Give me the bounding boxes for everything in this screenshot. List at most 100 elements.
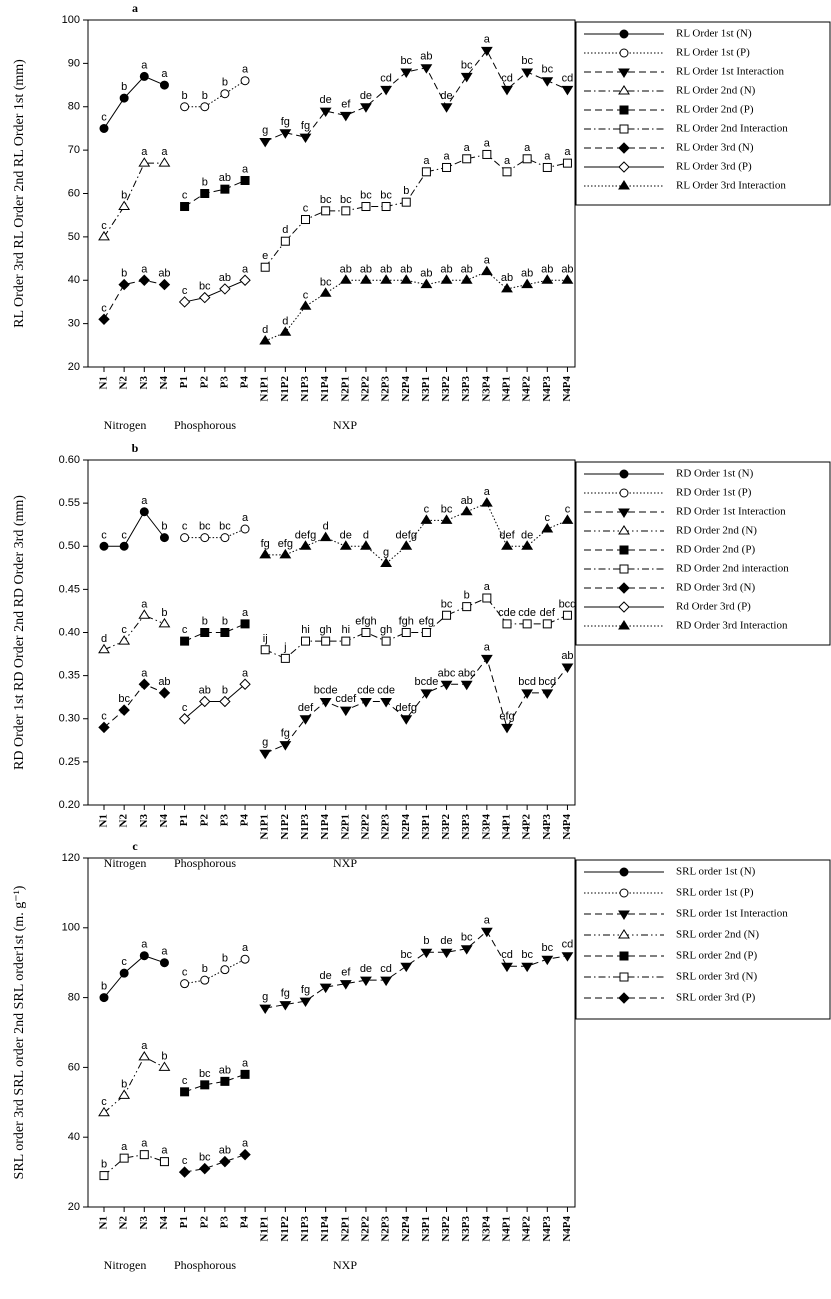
marker xyxy=(502,619,512,629)
series-line xyxy=(184,623,246,642)
marker xyxy=(561,274,574,284)
significance-letter: bc xyxy=(541,64,553,76)
marker xyxy=(561,85,574,96)
group-label: Nitrogen xyxy=(104,418,147,432)
series-line xyxy=(103,279,165,320)
significance-letter: ab xyxy=(541,263,553,275)
marker xyxy=(240,619,250,629)
marker xyxy=(562,158,572,168)
marker xyxy=(400,715,413,725)
significance-letter: b xyxy=(121,268,127,280)
significance-letter: de xyxy=(320,94,332,106)
marker xyxy=(200,628,210,637)
marker xyxy=(158,1061,171,1071)
significance-letter: b xyxy=(101,1159,107,1171)
significance-letter: ab xyxy=(360,263,372,275)
marker xyxy=(98,313,110,325)
significance-letter: a xyxy=(161,68,168,80)
significance-letter: a xyxy=(464,142,471,154)
significance-letter: ab xyxy=(158,268,170,280)
y-tick-label: 80 xyxy=(68,101,80,113)
marker xyxy=(381,202,391,212)
x-tick-label: P2 xyxy=(198,376,210,389)
x-tick-label: N1P2 xyxy=(279,376,291,402)
marker xyxy=(119,541,129,551)
series-line xyxy=(265,597,568,659)
significance-letter: c xyxy=(182,1075,188,1087)
group-label: Phosphorous xyxy=(174,1258,236,1272)
significance-letter: a xyxy=(141,263,148,275)
x-tick-label: N2P2 xyxy=(359,376,371,402)
marker xyxy=(301,215,310,225)
y-tick-label: 100 xyxy=(62,14,80,26)
legend-label: SRL order 1st (N) xyxy=(676,866,756,878)
legend-label: RD Order 2nd (N) xyxy=(676,525,757,537)
marker xyxy=(118,1089,131,1099)
y-tick-label: 40 xyxy=(68,274,80,286)
marker xyxy=(99,123,109,133)
significance-letter: def xyxy=(540,607,556,619)
marker xyxy=(440,680,453,691)
significance-letter: a xyxy=(141,495,148,507)
marker xyxy=(319,531,332,542)
significance-letter: a xyxy=(484,33,491,45)
marker xyxy=(442,162,452,172)
x-tick-label: N2P2 xyxy=(359,1216,371,1242)
x-tick-label: P1 xyxy=(178,814,190,826)
x-tick-label: N4P1 xyxy=(501,814,513,840)
y-tick-label: 0.60 xyxy=(59,454,80,466)
marker xyxy=(200,102,210,112)
significance-letter: c xyxy=(121,956,127,968)
legend-label: SRL order 3rd (N) xyxy=(676,971,757,983)
significance-letter: c xyxy=(121,624,127,636)
significance-letter: b xyxy=(101,981,107,993)
y-tick-label: 80 xyxy=(68,992,80,1004)
significance-letter: bc xyxy=(521,55,533,67)
marker xyxy=(501,85,513,96)
x-tick-label: N3 xyxy=(138,1216,150,1230)
legend-box xyxy=(575,859,831,1020)
significance-letter: bc xyxy=(461,932,473,944)
significance-letter: de xyxy=(360,90,372,102)
marker xyxy=(319,287,332,297)
significance-letter: b xyxy=(202,90,208,102)
marker xyxy=(279,1001,292,1011)
significance-letter: j xyxy=(283,641,286,653)
significance-letter: a xyxy=(242,64,249,76)
x-tick-label: N3P2 xyxy=(440,1216,452,1242)
marker xyxy=(380,85,393,96)
y-tick-label: 50 xyxy=(68,231,80,243)
marker xyxy=(561,952,574,962)
significance-letter: ab xyxy=(219,272,231,284)
marker xyxy=(118,635,131,645)
chart-title: b xyxy=(132,441,139,455)
significance-letter: cde xyxy=(377,685,395,697)
legend-marker xyxy=(619,469,629,479)
legend-label: RD Order 2nd interaction xyxy=(676,563,789,575)
significance-letter: bc xyxy=(340,194,352,206)
significance-letter: ij xyxy=(263,633,268,645)
x-tick-label: N2P1 xyxy=(339,1216,351,1242)
significance-letter: bc xyxy=(360,190,372,202)
marker xyxy=(460,274,473,284)
significance-letter: bc xyxy=(320,276,332,288)
significance-letter: b xyxy=(182,90,188,102)
significance-letter: fg xyxy=(281,116,290,128)
marker xyxy=(279,741,292,751)
x-tick-label: N3P3 xyxy=(460,376,472,402)
series-line xyxy=(184,1154,246,1173)
x-tick-label: N4 xyxy=(158,376,170,390)
marker xyxy=(200,533,210,543)
significance-letter: a xyxy=(242,163,249,175)
marker xyxy=(301,636,310,646)
x-tick-label: N3P4 xyxy=(480,1216,492,1242)
marker xyxy=(299,300,312,310)
marker xyxy=(180,533,190,543)
x-tick-label: P1 xyxy=(178,376,190,388)
legend-marker xyxy=(619,972,629,982)
marker xyxy=(401,197,411,207)
marker xyxy=(501,962,513,973)
significance-letter: defg xyxy=(396,529,417,541)
marker xyxy=(521,689,534,699)
marker xyxy=(339,980,352,990)
